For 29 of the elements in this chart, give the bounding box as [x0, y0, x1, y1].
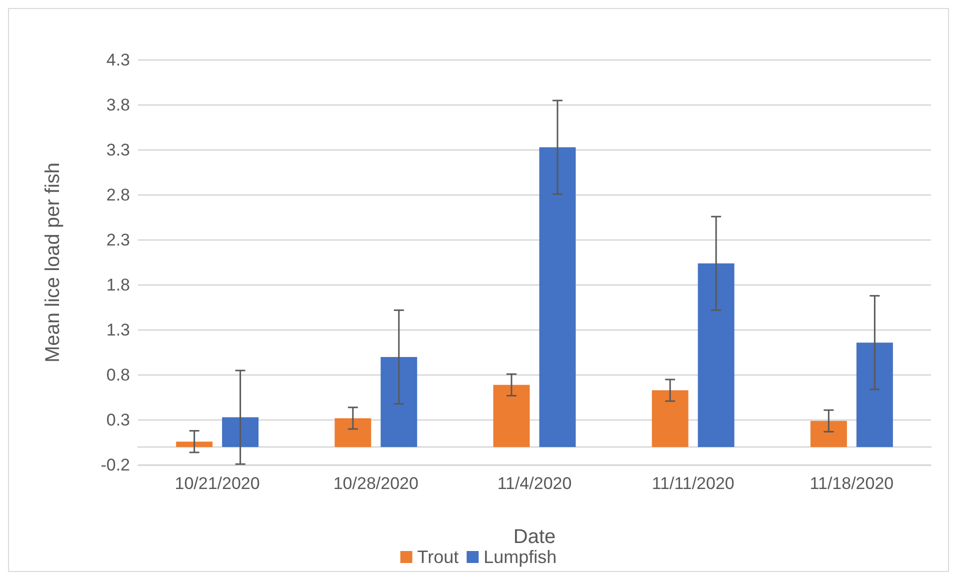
y-tick-label: 2.8	[106, 186, 130, 204]
legend-label: Lumpfish	[484, 547, 557, 567]
y-tick-label: 3.3	[106, 140, 130, 160]
y-tick-label: 0.8	[106, 366, 130, 384]
y-tick-label: 0.3	[106, 410, 130, 430]
bar	[176, 442, 213, 447]
bar	[334, 418, 372, 447]
y-tick-label: 4.3	[106, 50, 130, 70]
y-axis-title: Mean lice load per fish	[42, 162, 64, 363]
x-tick-label: 11/18/2020	[810, 474, 894, 493]
x-tick-label: 11/11/2020	[652, 474, 734, 493]
bar	[810, 420, 847, 447]
bar	[539, 147, 576, 447]
bar	[380, 357, 418, 447]
y-tick-label: 3.8	[106, 96, 130, 114]
y-tick-label: 1.3	[106, 320, 130, 340]
x-tick-label: 10/21/2020	[174, 474, 260, 493]
y-tick-label: 1.8	[106, 276, 130, 294]
bar	[652, 390, 688, 447]
bar	[698, 263, 734, 447]
x-tick-label: 11/4/2020	[497, 474, 572, 493]
bar	[222, 417, 259, 447]
bar	[856, 342, 893, 447]
y-tick-label: -0.2	[100, 456, 130, 474]
bar	[493, 384, 530, 447]
x-axis-title: Date	[513, 526, 556, 548]
x-tick-label: 10/28/2020	[333, 474, 418, 493]
legend-label: Trout	[417, 547, 459, 567]
y-tick-label: 2.3	[106, 230, 130, 250]
